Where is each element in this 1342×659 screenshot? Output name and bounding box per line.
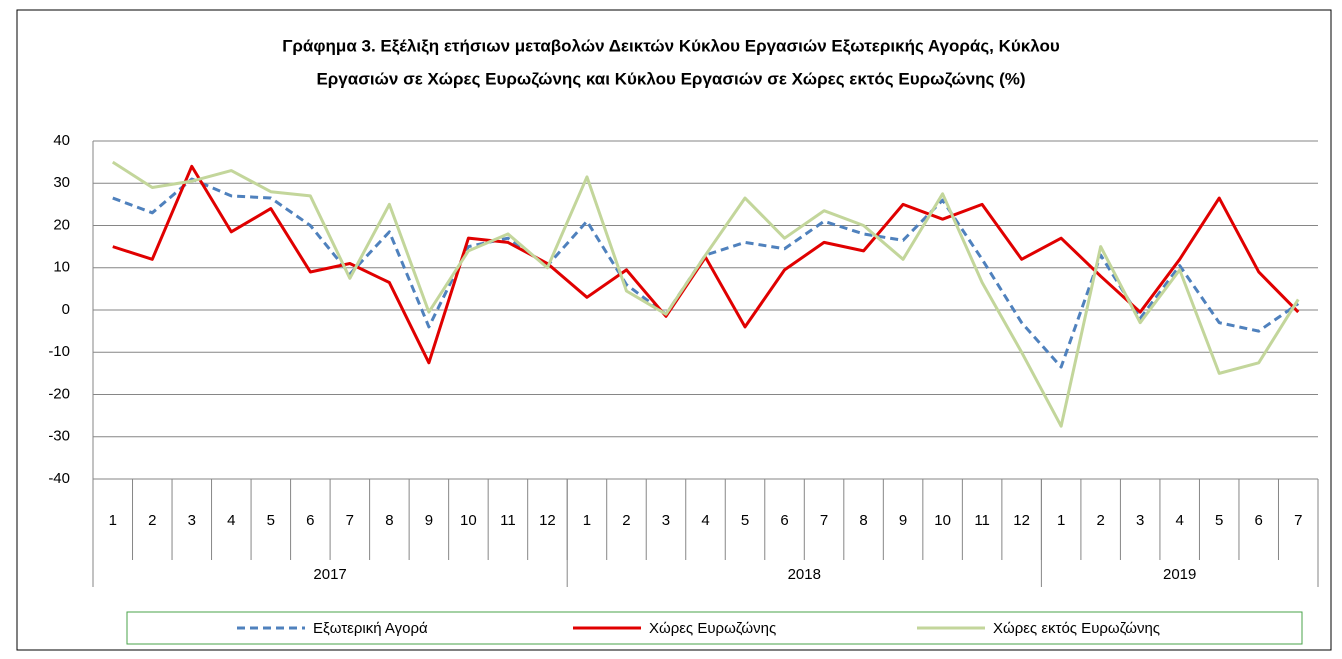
x-tick-label: 7 — [1294, 512, 1302, 529]
x-tick-label: 3 — [188, 512, 196, 529]
year-label: 2017 — [313, 566, 346, 583]
x-tick-label: 3 — [1136, 512, 1144, 529]
chart-title: Εργασιών σε Χώρες Ευρωζώνης και Κύκλου Ε… — [316, 69, 1025, 88]
y-tick-label: -40 — [48, 470, 70, 487]
y-tick-label: 20 — [53, 216, 70, 233]
x-tick-label: 7 — [346, 512, 354, 529]
x-tick-label: 6 — [780, 512, 788, 529]
x-tick-label: 9 — [425, 512, 433, 529]
legend-box — [126, 611, 1303, 645]
legend-label: Εξωτερική Αγορά — [313, 620, 428, 637]
x-tick-label: 5 — [741, 512, 749, 529]
x-tick-label: 6 — [1255, 512, 1263, 529]
x-tick-label: 9 — [899, 512, 907, 529]
x-tick-label: 4 — [701, 512, 709, 529]
year-label: 2018 — [788, 566, 821, 583]
x-tick-label: 6 — [306, 512, 314, 529]
x-tick-label: 2 — [622, 512, 630, 529]
legend-label: Χώρες εκτός Ευρωζώνης — [993, 620, 1160, 637]
x-tick-label: 12 — [539, 512, 556, 529]
y-tick-label: -30 — [48, 428, 70, 445]
x-tick-label: 2 — [148, 512, 156, 529]
x-tick-label: 10 — [460, 512, 477, 529]
legend-label: Χώρες Ευρωζώνης — [649, 620, 776, 637]
x-tick-label: 1 — [583, 512, 591, 529]
y-tick-label: 10 — [53, 259, 70, 276]
x-tick-label: 5 — [1215, 512, 1223, 529]
chart-title: Γράφημα 3. Εξέλιξη ετήσιων μεταβολών Δει… — [282, 36, 1060, 55]
x-tick-label: 11 — [974, 512, 990, 529]
x-tick-label: 4 — [1176, 512, 1184, 529]
x-tick-label: 10 — [934, 512, 951, 529]
x-tick-label: 4 — [227, 512, 235, 529]
y-tick-label: 30 — [53, 174, 70, 191]
y-tick-label: 0 — [62, 301, 70, 318]
y-tick-label: -10 — [48, 343, 70, 360]
series-line — [111, 160, 1300, 428]
x-tick-label: 8 — [859, 512, 867, 529]
x-tick-label: 3 — [662, 512, 670, 529]
x-tick-label: 12 — [1013, 512, 1030, 529]
x-tick-label: 1 — [1057, 512, 1065, 529]
series-line — [112, 177, 1300, 369]
y-tick-label: -20 — [48, 385, 70, 402]
x-tick-label: 8 — [385, 512, 393, 529]
x-tick-label: 1 — [109, 512, 117, 529]
x-tick-label: 5 — [267, 512, 275, 529]
chart-border — [16, 9, 1332, 651]
x-tick-label: 7 — [820, 512, 828, 529]
year-label: 2019 — [1163, 566, 1196, 583]
y-tick-label: 40 — [53, 132, 70, 149]
x-tick-label: 11 — [500, 512, 516, 529]
x-tick-label: 2 — [1096, 512, 1104, 529]
